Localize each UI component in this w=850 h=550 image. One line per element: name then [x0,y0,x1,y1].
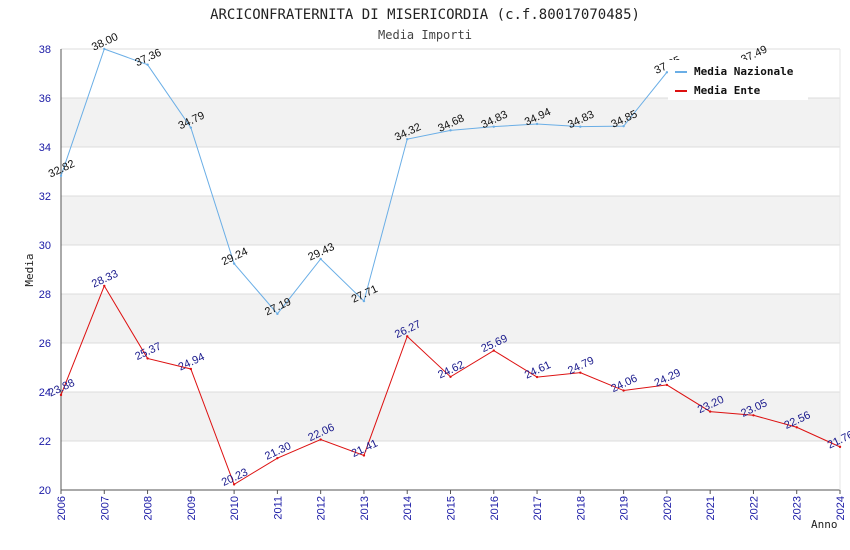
x-tick-label: 2011 [272,496,284,520]
chart-subtitle: Media Importi [378,28,472,42]
data-label: 24.79 [566,355,596,378]
legend-box [668,60,808,100]
data-point [708,410,712,413]
y-tick-label: 20 [39,485,51,497]
data-point [59,393,63,397]
data-point [189,367,193,371]
x-tick-label: 2023 [792,496,804,520]
data-point [449,375,452,379]
x-tick-label: 2013 [359,496,371,520]
data-point [795,426,798,429]
data-point [535,375,539,379]
data-point [59,174,63,178]
y-tick-label: 38 [39,44,51,56]
x-tick-label: 2007 [99,496,111,520]
data-point [665,71,669,74]
data-point [752,414,755,417]
chart-title: ARCICONFRATERNITA DI MISERICORDIA (c.f.8… [210,7,640,23]
x-tick-label: 2015 [446,496,458,520]
data-label: 38.00 [90,31,120,54]
data-point [319,438,322,441]
data-point [622,389,625,392]
x-tick-label: 2021 [705,496,717,520]
y-tick-label: 36 [39,93,51,105]
data-point [406,137,409,141]
x-tick-label: 2022 [748,496,760,520]
data-point [232,483,236,486]
x-tick-label: 2009 [186,496,198,520]
data-point [146,357,149,360]
data-point [362,454,366,457]
y-tick-label: 24 [39,387,51,399]
y-tick-label: 26 [39,338,51,350]
legend-label-media-nazionale: Media Nazionale [694,65,794,78]
data-point [276,456,279,460]
y-tick-label: 30 [39,240,51,252]
x-tick-label: 2006 [56,496,68,520]
data-point [406,335,409,338]
data-label: 21.30 [263,440,293,463]
data-point [276,312,279,316]
gridlines [61,48,840,491]
x-tick-label: 2014 [402,496,414,520]
x-tick-label: 2019 [619,496,631,520]
legend-label-media-ente: Media Ente [694,84,761,97]
x-tick-label: 2017 [532,496,544,520]
x-tick-labels: 2006 2007 2008 2009 2010 2011 2012 2013 2014 2015… [56,496,847,520]
data-point [362,299,366,303]
data-point [535,122,539,126]
y-tick-label: 28 [39,289,51,301]
data-point [103,284,106,288]
y-tick-label: 22 [39,436,51,448]
data-label: 24.62 [436,359,466,382]
x-tick-label: 2008 [143,496,155,520]
data-point [838,445,842,449]
data-point [492,125,495,128]
data-point [665,383,669,387]
plot-band [61,98,840,147]
series-line-media-nazionale [60,48,754,315]
legend: Media Nazionale Media Ente [668,60,808,100]
data-point [449,129,452,132]
data-point [579,371,582,374]
plot-band [61,392,840,441]
y-tick-label: 32 [39,191,51,203]
data-point [146,63,149,66]
x-tick-label: 2010 [229,496,241,520]
data-point [189,126,193,129]
x-tick-label: 2024 [835,496,847,520]
data-label: 24.29 [653,367,683,390]
x-tick-label: 2012 [316,496,328,520]
plot-bands [61,98,840,441]
y-axis-label: Media [23,253,36,286]
data-label: 24.61 [523,359,553,382]
data-point [319,257,322,261]
data-label: 32.82 [47,158,77,181]
axes [60,49,841,494]
data-point [103,47,106,51]
data-label: 25.37 [133,340,163,363]
plot-band [61,294,840,343]
y-tick-label: 34 [39,142,51,154]
plot-band [61,196,840,245]
y-tick-labels: 20 22 24 26 28 30 32 34 36 38 [39,44,51,497]
data-point [622,124,625,128]
data-point [492,349,495,352]
x-tick-label: 2018 [575,496,587,520]
x-axis-label: Anno [811,518,838,531]
data-label: 20.23 [220,466,250,489]
series-lines [59,47,842,486]
x-tick-label: 2016 [489,496,501,520]
x-tick-label: 2020 [662,496,674,520]
data-point [232,262,236,265]
data-point [579,125,582,128]
